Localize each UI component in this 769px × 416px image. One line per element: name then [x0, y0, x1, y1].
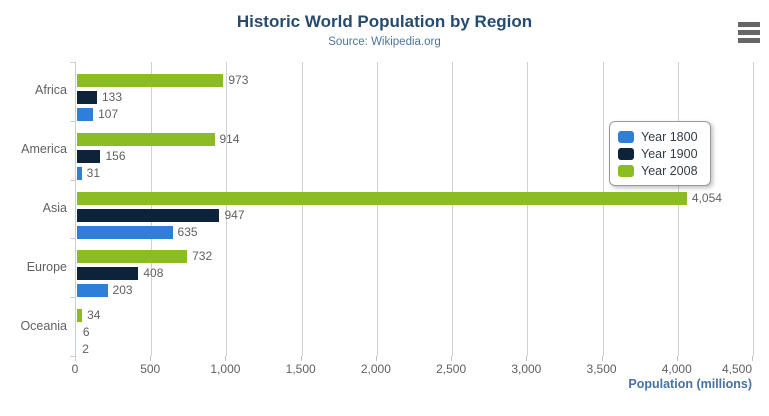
- x-axis-tick: [526, 356, 528, 361]
- legend-item-year-2008[interactable]: Year 2008: [618, 162, 698, 179]
- bar-year-2008-europe[interactable]: [77, 250, 188, 264]
- x-axis-title: Population (millions): [628, 377, 752, 391]
- bar-year-2008-america[interactable]: [77, 132, 215, 146]
- gridline: [452, 62, 454, 356]
- x-tick-label: 1,000: [210, 362, 241, 376]
- x-tick-label: 3,000: [511, 362, 542, 376]
- legend-item-year-1900[interactable]: Year 1900: [618, 145, 698, 162]
- x-tick-label: 4,000: [661, 362, 692, 376]
- data-label: 31: [86, 165, 101, 180]
- legend-item-label: Year 1800: [641, 129, 698, 144]
- data-label: 34: [87, 308, 101, 323]
- legend: Year 1800 Year 1900 Year 2008: [609, 121, 711, 186]
- category-axis-tick: [70, 356, 75, 357]
- gridline: [527, 62, 529, 356]
- category-axis-tick: [70, 297, 75, 299]
- chart-subtitle: Source: Wikipedia.org: [328, 36, 441, 48]
- bar-year-2008-oceania[interactable]: [77, 309, 83, 323]
- data-label: 914: [219, 131, 240, 146]
- data-label: 2: [82, 342, 89, 357]
- bar-year-2008-asia[interactable]: [77, 191, 687, 205]
- data-label: 4,054: [691, 190, 722, 205]
- data-label: 408: [143, 266, 164, 281]
- x-axis-tick: [375, 356, 377, 361]
- x-axis-tick: [752, 356, 753, 361]
- x-axis-tick: [676, 356, 678, 361]
- chart-title: Historic World Population by Region: [236, 12, 533, 31]
- gridline: [376, 62, 378, 356]
- x-axis-tick: [225, 356, 227, 361]
- legend-swatch-icon: [618, 130, 634, 143]
- data-label: 156: [105, 148, 126, 163]
- data-label: 973: [228, 73, 249, 87]
- x-tick-label: 2,500: [436, 362, 467, 376]
- category-axis-tick: [70, 120, 75, 122]
- category-label: Oceania: [20, 318, 67, 333]
- x-axis-tick: [601, 356, 603, 361]
- bar-year-1900-asia[interactable]: [77, 208, 220, 222]
- x-axis-tick: [451, 356, 453, 361]
- bar-year-2008-africa[interactable]: [77, 74, 224, 87]
- category-axis-tick: [70, 238, 75, 240]
- gridline: [226, 62, 228, 356]
- data-label: 6: [82, 325, 90, 340]
- legend-swatch-icon: [618, 164, 634, 177]
- context-menu-button[interactable]: [733, 18, 765, 50]
- legend-item-label: Year 2008: [641, 163, 698, 178]
- gridline: [301, 62, 303, 356]
- data-label: 107: [98, 107, 119, 121]
- hamburger-icon: [738, 22, 760, 43]
- x-tick-label: 500: [140, 362, 161, 376]
- bar-year-1800-africa[interactable]: [77, 108, 94, 121]
- bar-year-1800-asia[interactable]: [77, 225, 173, 239]
- x-tick-label: 2,000: [360, 362, 391, 376]
- category-label: Africa: [35, 83, 67, 98]
- legend-item-label: Year 1900: [641, 146, 698, 161]
- data-label: 133: [102, 90, 123, 104]
- bar-year-1800-america[interactable]: [77, 166, 82, 180]
- bar-year-1800-europe[interactable]: [77, 284, 108, 298]
- legend-swatch-icon: [618, 147, 634, 160]
- category-label: America: [21, 142, 67, 157]
- x-tick-label: 1,500: [285, 362, 316, 376]
- category-label: Europe: [26, 259, 67, 274]
- x-axis-tick: [300, 356, 302, 361]
- x-axis-tick: [150, 356, 152, 361]
- category-axis-tick: [70, 62, 75, 63]
- bar-year-1900-america[interactable]: [77, 149, 101, 163]
- data-label: 203: [112, 283, 133, 298]
- bar-year-1900-africa[interactable]: [77, 91, 97, 104]
- gridline: [753, 62, 754, 356]
- gridline: [677, 62, 679, 356]
- x-tick-label: 0: [71, 362, 79, 376]
- plot-area: 973 133 107 914 156 31 4,054 947 635 732 408 203 34 6…: [75, 62, 754, 357]
- category-axis-tick: [70, 179, 75, 181]
- data-label: 732: [192, 249, 213, 264]
- bar-year-1900-europe[interactable]: [77, 267, 139, 281]
- gridline: [602, 62, 604, 356]
- legend-item-year-1800[interactable]: Year 1800: [618, 128, 698, 145]
- x-tick-label: 4,500: [721, 362, 752, 376]
- x-tick-label: 3,500: [586, 362, 617, 376]
- data-label: 947: [224, 207, 245, 222]
- category-label: Asia: [42, 201, 67, 215]
- data-label: 635: [177, 224, 198, 239]
- x-axis-tick: [75, 356, 76, 361]
